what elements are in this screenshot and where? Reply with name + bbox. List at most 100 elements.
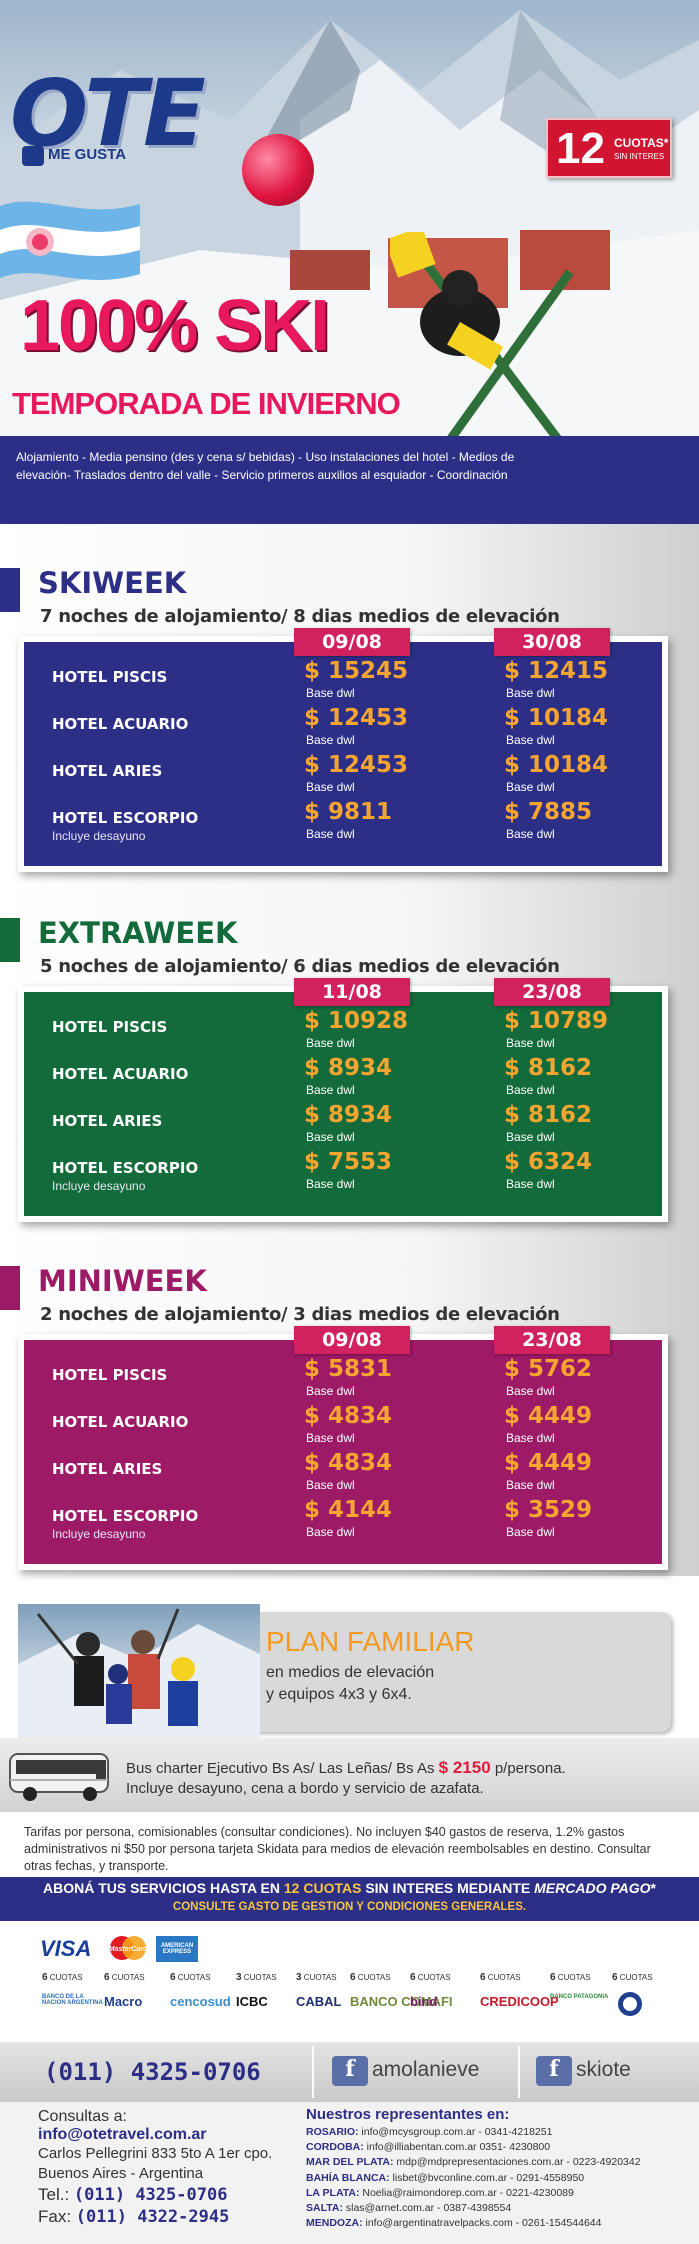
departure-date: 09/08 — [294, 628, 410, 656]
bank-cuotas-label: CUOTAS — [243, 1973, 277, 1982]
price-value: $ 4834 — [304, 1450, 393, 1476]
amex-logo: AMERICAN EXPRESS — [156, 1936, 198, 1962]
representative-item: ROSARIO: info@mcysgroup.com.ar - 0341-42… — [306, 2125, 696, 2140]
bank-cuotas-label: CUOTAS — [357, 1973, 391, 1982]
representative-contact[interactable]: mdp@mdprepresentaciones.com.ar - 0223-49… — [393, 2156, 641, 2169]
representative-contact[interactable]: info@argentinatravelpacks.com - 0261-154… — [362, 2217, 602, 2230]
departure-date: 23/08 — [494, 1326, 610, 1354]
fax-number: (011) 4322-2945 — [75, 2207, 230, 2227]
departure-date: 23/08 — [494, 978, 610, 1006]
base-label: Base dwl — [506, 1478, 555, 1492]
bank-cuotas: 6 CUOTAS — [170, 1972, 211, 1983]
hotel-name: HOTEL ARIES — [52, 1112, 163, 1130]
representative-contact[interactable]: Noelia@raimondorep.com.ar - 0221-4230089 — [359, 2186, 574, 2199]
package-section-miniweek: MINIWEEK 2 noches de alojamiento/ 3 dias … — [0, 1242, 699, 1582]
bus-charter-unit: p/persona. — [490, 1760, 566, 1777]
hotel-name: HOTEL ESCORPIO — [52, 1159, 199, 1177]
bank-cuotas-label: CUOTAS — [557, 1973, 591, 1982]
price-value: $ 4834 — [304, 1403, 393, 1429]
bus-charter-includes: Incluye desayuno, cena a bordo y servici… — [126, 1780, 484, 1797]
representative-item: CORDOBA: info@illiabentan.com.ar 0351- 4… — [306, 2140, 696, 2155]
facebook-amolanieve-link[interactable]: amolanieve — [372, 2058, 480, 2081]
representative-contact[interactable]: lisbet@bvconline.com.ar - 0291-4558950 — [389, 2171, 585, 2184]
package-section-extraweek: EXTRAWEEK 5 noches de alojamiento/ 6 dias… — [0, 894, 699, 1234]
bank-cuotas-label: CUOTAS — [619, 1973, 653, 1982]
mastercard-text: MasterCard — [109, 1946, 148, 1953]
base-label: Base dwl — [506, 1525, 555, 1539]
facebook-skiote-link[interactable]: skiote — [576, 2058, 631, 2081]
base-label: Base dwl — [506, 1083, 555, 1097]
table-row: HOTEL ESCORPIO Incluye desayuno $ 7553 Base… — [24, 1147, 674, 1193]
price-value: $ 10789 — [504, 1008, 609, 1034]
hotel-note: Incluye desayuno — [52, 1527, 146, 1541]
fax-label: Fax: — [38, 2207, 76, 2226]
ote-logo[interactable]: OTE ME GUSTA — [10, 64, 314, 206]
mp-text-a: ABONÁ TUS SERVICIOS HASTA EN — [43, 1880, 284, 1896]
base-label: Base dwl — [306, 1431, 355, 1445]
bus-charter-text: Bus charter Ejecutivo Bs As/ Las Leñas/ … — [126, 1758, 566, 1778]
bank-logo: bind — [410, 1994, 438, 2009]
base-label: Base dwl — [306, 733, 355, 747]
divider — [312, 2046, 314, 2098]
facebook-icon[interactable]: f — [332, 2056, 368, 2086]
base-label: Base dwl — [306, 686, 355, 700]
representative-contact[interactable]: slas@arnet.com.ar - 0387-4398554 — [342, 2202, 512, 2215]
bank-logo: cencosud — [170, 1994, 231, 2009]
bank-cuotas: 3 CUOTAS — [296, 1972, 337, 1983]
main-phone[interactable]: (011) 4325-0706 — [44, 2058, 261, 2086]
table-row: HOTEL ACUARIO $ 12453 Base dwl $ 10184 Base … — [24, 703, 674, 749]
representative-contact[interactable]: info@illiabentan.com.ar 0351- 4230800 — [363, 2141, 551, 2154]
base-label: Base dwl — [506, 733, 555, 747]
credit-cards-row: VISA MasterCard AMERICAN EXPRESS — [40, 1934, 210, 1964]
bank-cuotas-number: 6 — [550, 1972, 556, 1983]
footer-contact: Consultas a: info@otetravel.com.ar Carlo… — [38, 2108, 298, 2228]
tel-number[interactable]: (011) 4325-0706 — [73, 2185, 228, 2205]
representative-city: LA PLATA: — [306, 2186, 360, 2199]
hotel-name: HOTEL ACUARIO — [52, 1413, 189, 1431]
table-row: HOTEL ESCORPIO Incluye desayuno $ 4144 Base… — [24, 1495, 674, 1541]
mp-text-cuotas: 12 CUOTAS — [283, 1880, 362, 1896]
table-row: HOTEL PISCIS $ 15245 Base dwl $ 12415 Base d… — [24, 656, 674, 702]
section-accent-bar — [0, 918, 20, 962]
hero-description-band — [0, 436, 699, 524]
hotel-name: HOTEL PISCIS — [52, 668, 168, 686]
bank-cuotas-label: CUOTAS — [49, 1973, 83, 1982]
table-row: HOTEL PISCIS $ 10928 Base dwl $ 10789 Base d… — [24, 1006, 674, 1052]
representative-city: SALTA: — [306, 2202, 343, 2215]
bus-charter-price: $ 2150 — [438, 1758, 491, 1777]
bank-cuotas-label: CUOTAS — [177, 1973, 211, 1982]
consultas-line: Consultas a: info@otetravel.com.ar — [38, 2108, 298, 2144]
hero-description: Alojamiento - Media pensino (des y cena … — [16, 450, 515, 482]
facebook-icon[interactable]: f — [536, 2056, 572, 2086]
bank-cuotas: 6 CUOTAS — [612, 1972, 653, 1983]
hotel-name: HOTEL ARIES — [52, 1460, 163, 1478]
section-subtitle: 2 noches de alojamiento/ 3 dias medios d… — [40, 1304, 560, 1325]
table-row: HOTEL ACUARIO $ 8934 Base dwl $ 8162 Base dw… — [24, 1053, 674, 1099]
divider — [518, 2046, 520, 2098]
mercado-pago-band[interactable]: ABONÁ TUS SERVICIOS HASTA EN 12 CUOTAS S… — [0, 1877, 699, 1921]
price-value: $ 8162 — [504, 1055, 593, 1081]
family-ski-image — [18, 1608, 260, 1738]
price-value: $ 10184 — [504, 705, 609, 731]
bank-cuotas-number: 6 — [170, 1972, 176, 1983]
bank-logo: BANCO COMAFI — [350, 1994, 453, 2009]
hotel-name: HOTEL ARIES — [52, 762, 163, 780]
mp-text-mercadopago: MERCADO PAGO — [534, 1880, 651, 1896]
departure-date: 30/08 — [494, 628, 610, 656]
bank-cuotas-number: 6 — [612, 1972, 618, 1983]
plan-familiar-box — [256, 1612, 671, 1732]
tel-label: Tel.: — [38, 2185, 74, 2204]
representative-contact[interactable]: info@mcysgroup.com.ar - 0341-4218251 — [358, 2126, 553, 2138]
bus-charter-band — [0, 1738, 699, 1812]
price-value: $ 5831 — [304, 1356, 393, 1382]
representative-city: MENDOZA: — [306, 2217, 363, 2230]
tarifas-disclaimer: Tarifas por persona, comisionables (cons… — [24, 1825, 651, 1873]
bank-cuotas-number: 6 — [42, 1972, 48, 1983]
price-value: $ 8934 — [304, 1102, 393, 1128]
bank-logo: CABAL — [296, 1994, 342, 2009]
section-accent-bar — [0, 568, 20, 612]
bank-cuotas: 6 CUOTAS — [480, 1972, 521, 1983]
representative-item: LA PLATA: Noelia@raimondorep.com.ar - 02… — [306, 2186, 696, 2201]
consultas-email-link[interactable]: info@otetravel.com.ar — [38, 2126, 207, 2143]
price-value: $ 12415 — [504, 658, 609, 684]
